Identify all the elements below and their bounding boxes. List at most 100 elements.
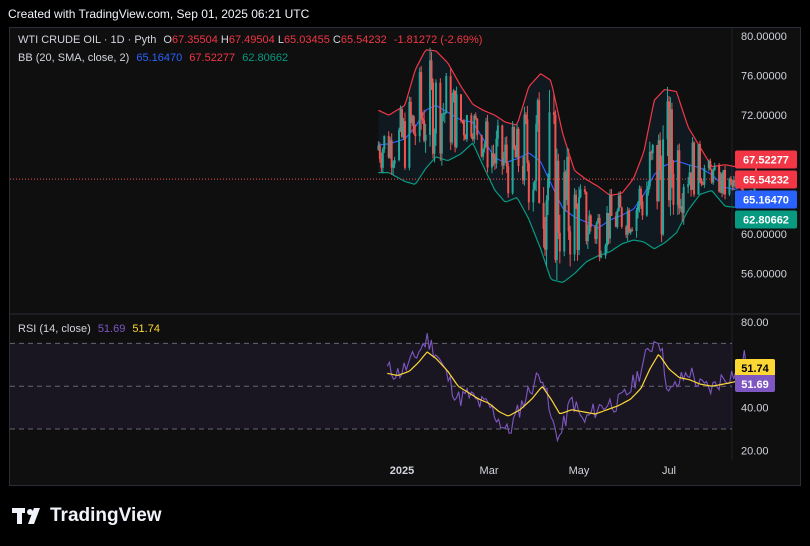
candle-body (429, 60, 432, 135)
candle-body (527, 162, 530, 203)
candle-body (505, 144, 508, 167)
tradingview-logo: TradingView (12, 505, 162, 527)
candle-body (679, 206, 682, 209)
candle-body (526, 119, 529, 163)
candle-body (656, 144, 659, 202)
candle-body (524, 114, 527, 120)
price-tick-label: 76.00000 (741, 71, 787, 83)
rsi-ma-axis-box (735, 359, 775, 376)
candle-body (473, 115, 476, 140)
candle-body (464, 135, 467, 140)
candle-body (423, 120, 426, 141)
price-label-text: 67.52277 (743, 155, 789, 167)
candle-body (455, 94, 458, 148)
time-axis-label: 2025 (390, 465, 414, 477)
candle-body (460, 94, 462, 121)
candle-body (659, 140, 662, 170)
price-label-box (735, 170, 797, 189)
candle-body (516, 128, 519, 158)
candle-body (588, 215, 591, 234)
symbol-label: WTI CRUDE OIL · 1D · Pyth (18, 34, 157, 46)
candle-body (617, 195, 620, 211)
candle-body (703, 168, 706, 185)
candle-body (439, 82, 442, 154)
candle-body (700, 179, 703, 184)
bollinger-upper-line (378, 49, 755, 196)
candle-body (403, 121, 406, 168)
candle-body (496, 125, 499, 139)
candle-body (667, 101, 670, 201)
rsi-ma-axis-text: 51.74 (741, 363, 769, 375)
candle-body (610, 195, 613, 217)
candle-body (443, 113, 446, 115)
price-tick-label: 72.00000 (741, 110, 787, 122)
price-label-box (735, 150, 797, 169)
candle-body (660, 169, 663, 235)
candle-body (713, 165, 716, 171)
candle-body (629, 229, 632, 233)
candle-body (389, 140, 392, 158)
candle-body (434, 82, 437, 134)
candle-body (517, 128, 520, 166)
candle-body (701, 183, 704, 185)
candle-body (676, 150, 679, 205)
low-value: 65.03455 (283, 34, 330, 46)
candle-body (589, 215, 592, 227)
candle-body (449, 76, 452, 143)
candle-body (431, 82, 434, 154)
candle-body (607, 212, 610, 239)
candle-body (681, 206, 684, 213)
candle-body (547, 178, 550, 201)
candle-body (454, 90, 457, 148)
candle-body (608, 195, 611, 239)
candle-body (538, 100, 541, 203)
bb-label: BB (20, SMA, close, 2) (18, 52, 130, 64)
rsi-tick-label: 80.00 (741, 317, 769, 329)
rsi-ma-axis-label: 51.74 (735, 359, 775, 376)
candle-body (579, 189, 582, 198)
candle-body (383, 135, 386, 150)
candle-body (688, 172, 691, 185)
price-tick-label: 56.00000 (741, 269, 787, 281)
candle-body (573, 194, 576, 255)
candle-body (693, 142, 696, 195)
candle-body (486, 121, 489, 168)
candle-body (533, 180, 536, 190)
candle-body (495, 138, 498, 164)
candle-body (631, 229, 634, 231)
candle-body (442, 113, 445, 115)
candle-body (666, 101, 669, 140)
candle-body (687, 184, 690, 188)
candle-body (619, 195, 622, 208)
candle-body (445, 76, 448, 114)
rsi-axis-box (735, 375, 775, 392)
candle-body (471, 136, 474, 140)
candle-body (600, 255, 603, 258)
price-label-text: 62.80662 (743, 215, 789, 227)
rsi-tick-label: 20.00 (741, 445, 769, 457)
candle-body (628, 210, 631, 233)
candle-body (513, 127, 516, 148)
candle-body (398, 130, 401, 161)
time-axis-label: Mar (480, 465, 499, 477)
candle-body (440, 114, 443, 154)
candle-body (670, 109, 673, 174)
candle-body (606, 212, 609, 246)
candle-body (586, 233, 589, 242)
candle-body (545, 200, 548, 250)
price-label-bb_upper: 67.52277 (735, 150, 797, 169)
change-value: -1.81272 (-2.69%) (393, 34, 483, 46)
candle-body (662, 139, 665, 235)
candle-body (647, 186, 650, 193)
rsi-value: 51.69 (97, 323, 126, 335)
candle-body (392, 163, 395, 168)
candle-body (594, 226, 597, 240)
candle-body (401, 109, 403, 137)
candle-body (552, 112, 555, 115)
candle-body (390, 140, 393, 168)
close-value: 65.54232 (340, 34, 387, 46)
tradingview-wordmark: TradingView (50, 505, 162, 526)
candle-body (595, 222, 598, 240)
created-with-caption: Created with TradingView.com, Sep 01, 20… (8, 7, 310, 21)
